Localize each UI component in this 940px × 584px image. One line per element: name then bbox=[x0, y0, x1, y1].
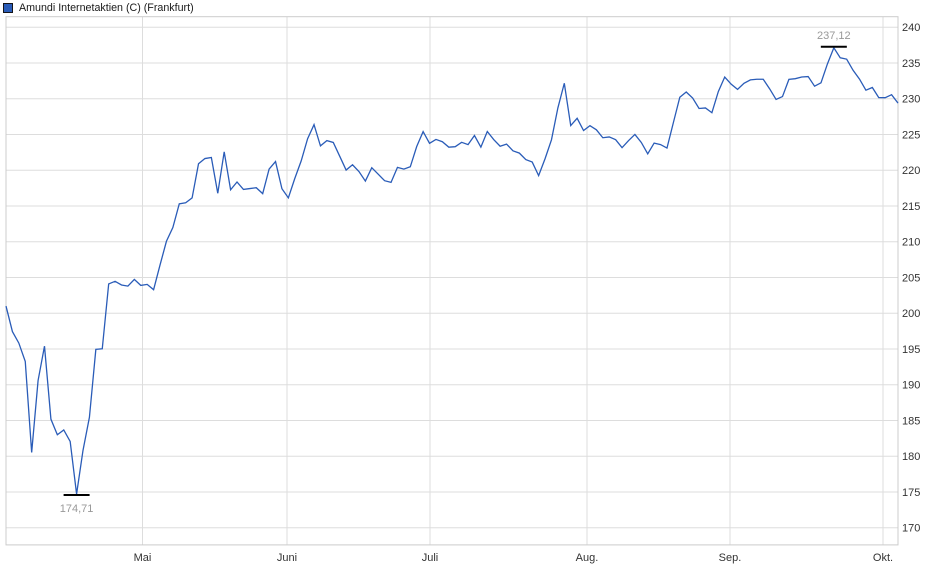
svg-text:195: 195 bbox=[902, 344, 920, 356]
svg-text:215: 215 bbox=[902, 201, 920, 213]
svg-text:175: 175 bbox=[902, 487, 920, 499]
svg-text:Sep.: Sep. bbox=[719, 552, 742, 564]
svg-text:Aug.: Aug. bbox=[576, 552, 599, 564]
svg-text:Juli: Juli bbox=[422, 552, 439, 564]
svg-text:Okt.: Okt. bbox=[873, 552, 893, 564]
svg-text:Mai: Mai bbox=[134, 552, 152, 564]
svg-text:205: 205 bbox=[902, 272, 920, 284]
svg-text:210: 210 bbox=[902, 237, 920, 249]
svg-text:225: 225 bbox=[902, 129, 920, 141]
svg-text:180: 180 bbox=[902, 451, 920, 463]
svg-text:240: 240 bbox=[902, 22, 920, 34]
svg-text:230: 230 bbox=[902, 94, 920, 106]
svg-text:185: 185 bbox=[902, 415, 920, 427]
svg-text:237,12: 237,12 bbox=[817, 30, 851, 42]
svg-text:190: 190 bbox=[902, 380, 920, 392]
svg-text:200: 200 bbox=[902, 308, 920, 320]
svg-text:170: 170 bbox=[902, 523, 920, 535]
svg-text:174,71: 174,71 bbox=[60, 503, 94, 515]
svg-text:Juni: Juni bbox=[277, 552, 297, 564]
svg-text:220: 220 bbox=[902, 165, 920, 177]
svg-text:235: 235 bbox=[902, 58, 920, 70]
